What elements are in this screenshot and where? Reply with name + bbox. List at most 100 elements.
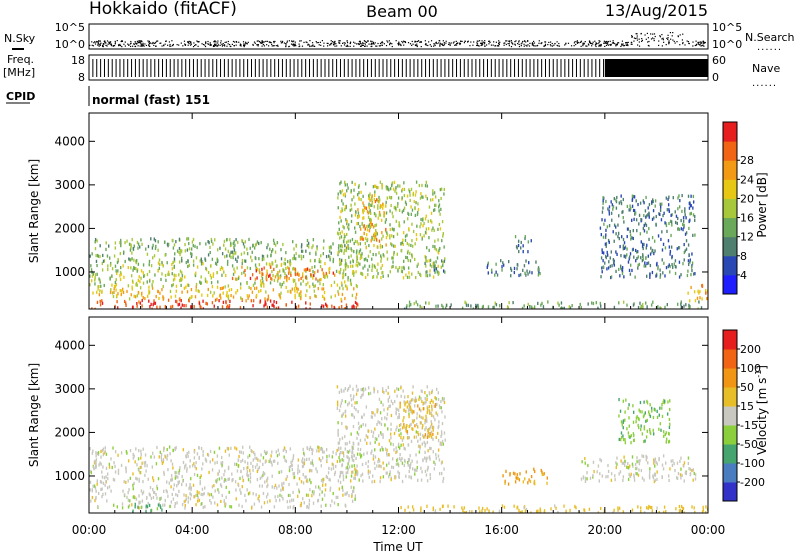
scatter-cell — [273, 304, 275, 309]
noise-point — [134, 42, 137, 44]
scatter-cell — [294, 293, 296, 297]
scatter-cell — [626, 465, 628, 469]
scatter-cell — [529, 270, 531, 274]
noise-point — [153, 44, 155, 47]
scatter-cell — [281, 482, 283, 486]
scatter-cell — [352, 489, 355, 493]
noise-point — [180, 42, 182, 44]
scatter-cell — [195, 467, 197, 471]
scatter-cell — [313, 271, 316, 275]
scatter-cell — [137, 505, 139, 509]
noise-point — [349, 42, 351, 45]
noise-point — [104, 40, 106, 43]
scatter-cell — [235, 497, 237, 501]
noise-point — [112, 45, 115, 47]
noise-point — [148, 43, 150, 45]
scatter-cell — [404, 403, 406, 407]
scatter-cell — [373, 237, 375, 241]
scatter-cell — [648, 211, 650, 215]
scatter-cell — [382, 270, 384, 275]
noise-point — [140, 42, 142, 44]
scatter-cell — [620, 435, 623, 440]
scatter-cell — [616, 252, 618, 256]
scatter-cell — [325, 271, 327, 276]
scatter-cell — [438, 404, 441, 408]
scatter-cell — [644, 264, 647, 268]
scatter-cell — [163, 489, 165, 493]
scatter-cell — [340, 304, 343, 309]
scatter-cell — [134, 502, 136, 506]
noise-point — [658, 44, 660, 47]
scatter-cell — [520, 240, 522, 245]
scatter-cell — [160, 496, 162, 500]
scatter-cell — [121, 502, 124, 506]
scatter-cell — [351, 499, 354, 503]
scatter-cell — [123, 250, 125, 254]
scatter-cell — [646, 305, 648, 309]
scatter-cell — [390, 422, 392, 426]
noise-point — [692, 41, 694, 43]
scatter-cell — [312, 448, 314, 452]
scatter-cell — [612, 261, 615, 265]
scatter-cell — [650, 246, 652, 250]
scatter-cell — [618, 267, 620, 272]
scatter-cell — [687, 269, 689, 273]
scatter-cell — [425, 227, 428, 231]
scatter-cell — [415, 201, 417, 205]
scatter-cell — [428, 259, 430, 263]
scatter-cell — [95, 454, 97, 458]
scatter-cell — [643, 400, 645, 404]
scatter-cell — [141, 298, 143, 303]
scatter-cell — [391, 256, 393, 260]
noise-point — [648, 45, 650, 47]
scatter-cell — [615, 269, 617, 273]
scatter-cell — [519, 273, 522, 277]
noise-point — [101, 44, 104, 47]
scatter-cell — [353, 464, 356, 468]
scatter-cell — [411, 427, 413, 431]
scatter-cell — [300, 290, 302, 294]
scatter-cell — [352, 387, 354, 391]
scatter-cell — [303, 461, 306, 465]
scatter-cell — [362, 266, 364, 270]
scatter-cell — [335, 269, 338, 273]
scatter-cell — [502, 261, 504, 265]
scatter-cell — [382, 435, 384, 439]
scatter-cell — [371, 203, 373, 208]
noise-point — [651, 37, 654, 39]
scatter-cell — [99, 289, 101, 293]
scatter-cell — [178, 302, 181, 306]
scatter-cell — [530, 474, 533, 479]
scatter-cell — [292, 498, 295, 502]
scatter-cell — [302, 473, 304, 477]
scatter-cell — [214, 461, 216, 465]
scatter-cell — [345, 206, 347, 210]
scatter-cell — [173, 277, 176, 281]
scatter-cell — [386, 233, 389, 237]
scatter-cell — [684, 210, 686, 214]
scatter-cell — [317, 287, 319, 291]
noise-point — [636, 35, 638, 37]
scatter-cell — [348, 494, 350, 498]
noise-point — [582, 43, 584, 45]
scatter-cell — [413, 418, 415, 423]
scatter-cell — [116, 300, 118, 304]
scatter-cell — [377, 408, 379, 412]
scatter-cell — [300, 245, 303, 249]
scatter-cell — [164, 305, 167, 309]
scatter-cell — [153, 490, 156, 495]
scatter-cell — [144, 460, 147, 465]
scatter-cell — [416, 468, 418, 472]
scatter-cell — [424, 418, 427, 422]
scatter-cell — [291, 300, 293, 304]
noise-point — [233, 45, 235, 47]
scatter-cell — [164, 253, 166, 257]
scatter-cell — [393, 252, 395, 256]
scatter-cell — [244, 268, 246, 273]
scatter-cell — [330, 251, 332, 255]
scatter-cell — [396, 252, 399, 256]
scatter-cell — [203, 492, 205, 496]
scatter-cell — [346, 450, 349, 454]
scatter-cell — [659, 202, 661, 206]
